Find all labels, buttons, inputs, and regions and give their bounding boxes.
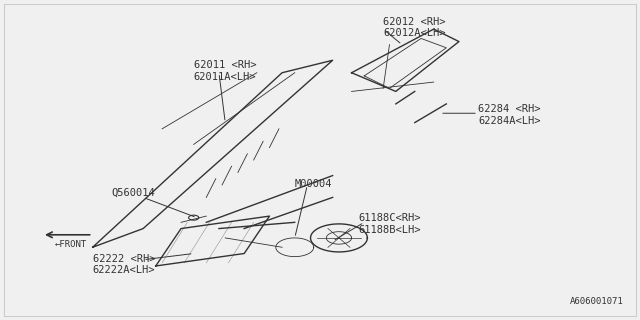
- Text: 62011 <RH>
62011A<LH>: 62011 <RH> 62011A<LH>: [194, 60, 256, 82]
- Text: A606001071: A606001071: [570, 298, 623, 307]
- Text: 62222 <RH>
62222A<LH>: 62222 <RH> 62222A<LH>: [93, 253, 155, 275]
- Text: Q560014: Q560014: [111, 188, 156, 198]
- Text: 62284 <RH>
62284A<LH>: 62284 <RH> 62284A<LH>: [478, 104, 540, 125]
- Text: 62012 <RH>
62012A<LH>: 62012 <RH> 62012A<LH>: [383, 17, 445, 38]
- Text: M00004: M00004: [295, 179, 332, 189]
- Text: ←FRONT: ←FRONT: [54, 240, 87, 249]
- Text: 61188C<RH>
61188B<LH>: 61188C<RH> 61188B<LH>: [358, 213, 420, 235]
